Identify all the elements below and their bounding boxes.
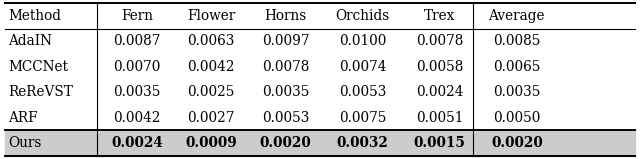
Text: 0.0100: 0.0100 [339,34,387,48]
Text: Average: Average [488,9,545,23]
Text: 0.0053: 0.0053 [339,85,387,99]
Text: 0.0024: 0.0024 [111,136,163,150]
Text: Fern: Fern [121,9,153,23]
Text: MCCNet: MCCNet [8,60,68,74]
Text: 0.0050: 0.0050 [493,111,541,125]
Text: 0.0051: 0.0051 [416,111,463,125]
Text: Method: Method [8,9,61,23]
Text: Horns: Horns [264,9,307,23]
Text: ReReVST: ReReVST [8,85,73,99]
Text: Orchids: Orchids [335,9,390,23]
Text: 0.0009: 0.0009 [186,136,237,150]
Text: 0.0075: 0.0075 [339,111,387,125]
Text: 0.0065: 0.0065 [493,60,541,74]
Text: 0.0078: 0.0078 [416,34,463,48]
Text: 0.0063: 0.0063 [188,34,235,48]
Text: 0.0020: 0.0020 [491,136,543,150]
Text: 0.0035: 0.0035 [262,85,309,99]
Text: 0.0035: 0.0035 [493,85,541,99]
Text: ARF: ARF [8,111,38,125]
Text: 0.0074: 0.0074 [339,60,387,74]
Text: Ours: Ours [8,136,42,150]
Text: 0.0020: 0.0020 [260,136,311,150]
Text: 0.0097: 0.0097 [262,34,309,48]
Text: 0.0035: 0.0035 [113,85,161,99]
Text: 0.0027: 0.0027 [188,111,235,125]
Text: 0.0078: 0.0078 [262,60,309,74]
Text: 0.0070: 0.0070 [113,60,161,74]
Text: 0.0087: 0.0087 [113,34,161,48]
Text: Trex: Trex [424,9,455,23]
Text: Flower: Flower [187,9,236,23]
Text: 0.0053: 0.0053 [262,111,309,125]
Text: 0.0042: 0.0042 [113,111,161,125]
Text: 0.0025: 0.0025 [188,85,235,99]
Text: 0.0085: 0.0085 [493,34,541,48]
Text: 0.0024: 0.0024 [416,85,463,99]
Text: 0.0058: 0.0058 [416,60,463,74]
Text: 0.0042: 0.0042 [188,60,235,74]
Text: AdaIN: AdaIN [8,34,52,48]
Text: 0.0015: 0.0015 [413,136,466,150]
Text: 0.0032: 0.0032 [337,136,388,150]
Bar [5,130,635,156]
